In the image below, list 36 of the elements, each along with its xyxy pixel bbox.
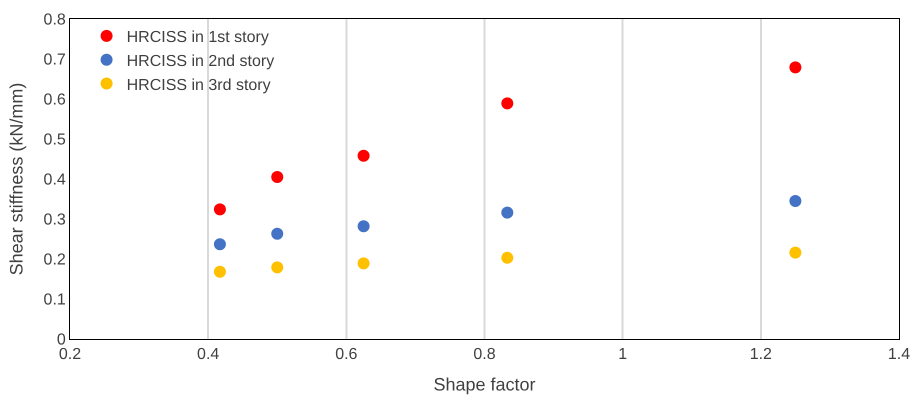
y-tick-label: 0.1 [44,292,66,309]
legend-label: HRCISS in 1st story [126,29,269,46]
point [214,238,226,250]
y-tick-label: 0 [56,332,66,349]
point [271,261,284,274]
x-tick-label: 0.4 [197,346,220,364]
y-tick-label: 0.3 [44,212,66,229]
point [214,203,226,216]
legend-label: HRCISS in 3rd story [126,76,271,94]
point [789,246,802,259]
y-tick-label: 0.8 [44,12,66,29]
point [358,220,370,232]
y-tick-label: 0.4 [44,172,66,189]
y-tick-label: 0.5 [44,132,66,149]
point [358,257,370,270]
y-tick-label: 0.6 [44,92,66,109]
point [271,228,284,240]
x-tick-label: 0.6 [335,346,358,364]
point [501,252,514,264]
point [358,150,370,162]
y-tick-label: 0.2 [44,252,66,269]
x-tick-label: 1.4 [888,346,910,364]
point [271,171,284,183]
x-tick-label: 1 [618,346,628,364]
point [501,206,514,219]
x-tick-label: 0.2 [58,346,82,364]
y-tick-label: 0.7 [44,52,66,69]
point [789,61,802,74]
y-axis-title: Shear stiffness (kN/mm) [6,82,27,276]
legend-label: HRCISS in 2nd story [126,52,274,70]
x-tick-label: 0.8 [473,346,496,364]
point [214,266,226,278]
point [501,97,514,110]
x-axis-title: Shape factor [433,374,536,394]
point [789,195,802,207]
x-tick-label: 1.2 [750,346,772,364]
